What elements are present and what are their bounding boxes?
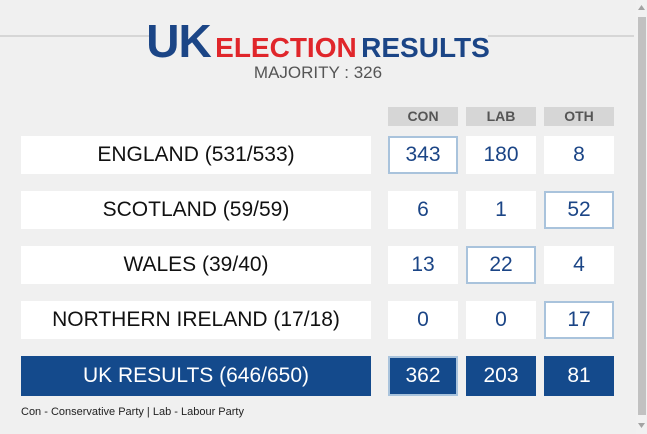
divider	[488, 35, 634, 37]
row-label: ENGLAND (531/533)	[21, 136, 371, 174]
total-seat-count: 81	[544, 356, 614, 396]
column-header: OTH	[544, 107, 614, 126]
scroll-arrows	[638, 5, 645, 428]
column-header: LAB	[466, 107, 536, 126]
divider	[0, 35, 150, 37]
seat-count: 0	[388, 301, 458, 339]
footer: Con - Conservative Party | Lab - Labour …	[21, 406, 244, 418]
seat-count: 22	[466, 246, 536, 284]
seat-count: 13	[388, 246, 458, 284]
row-label: WALES (39/40)	[21, 246, 371, 284]
seat-count: 6	[388, 191, 458, 229]
title: UK ELECTION RESULTS	[0, 14, 636, 68]
title-uk: UK	[146, 15, 211, 67]
total-seat-count: 362	[388, 356, 458, 396]
majority: MAJORITY : 326	[253, 63, 383, 82]
seat-count: 0	[466, 301, 536, 339]
title-election: ELECTION	[215, 32, 357, 63]
scroll-thumb[interactable]	[638, 17, 646, 415]
total-seat-count: 203	[466, 356, 536, 396]
seat-count: 17	[544, 301, 614, 339]
seat-count: 343	[388, 136, 458, 174]
row-label: SCOTLAND (59/59)	[21, 191, 371, 229]
total-label: UK RESULTS (646/650)	[21, 356, 371, 396]
row-label: NORTHERN IRELAND (17/18)	[21, 301, 371, 339]
seat-count: 1	[466, 191, 536, 229]
seat-count: 4	[544, 246, 614, 284]
title-results: RESULTS	[361, 32, 490, 63]
seat-count: 180	[466, 136, 536, 174]
column-header: CON	[388, 107, 458, 126]
seat-count: 8	[544, 136, 614, 174]
seat-count: 52	[544, 191, 614, 229]
